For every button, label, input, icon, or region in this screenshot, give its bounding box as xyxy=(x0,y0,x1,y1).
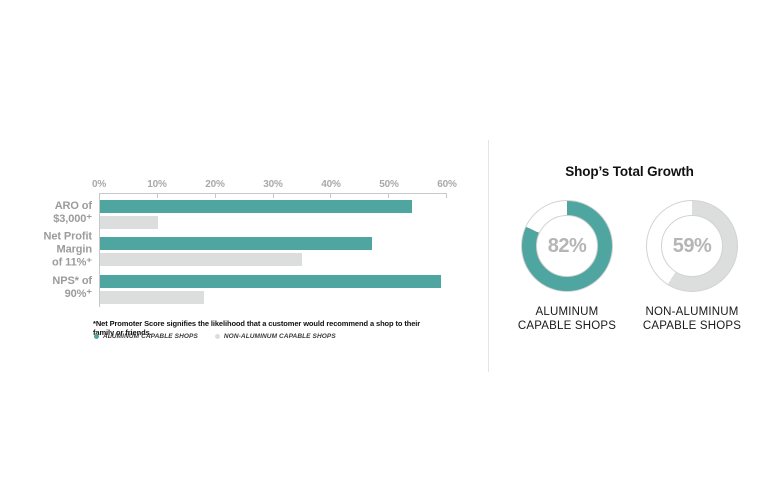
legend-label: ALUMINUM CAPABLE SHOPS xyxy=(103,333,198,340)
axis-tick-label: 50% xyxy=(379,179,399,190)
legend-label: NON-ALUMINUM CAPABLE SHOPS xyxy=(223,333,336,340)
axis-tick-mark xyxy=(156,194,158,198)
axis-tick-mark xyxy=(330,194,332,198)
axis-tick-mark xyxy=(388,194,390,198)
growth-section: Shop’s Total Growth 82% ALUMINUM CAPABLE … xyxy=(505,164,754,333)
donut-group: 59% NON-ALUMINUM CAPABLE SHOPS xyxy=(636,200,748,333)
axis-tick-label: 10% xyxy=(147,179,167,190)
section-divider xyxy=(488,140,489,372)
category-label: NPS* of 90%⁺ xyxy=(52,275,92,300)
donut-caption: NON-ALUMINUM CAPABLE SHOPS xyxy=(642,306,742,332)
bar-chart-category-labels: ARO of $3,000⁺ Net Profit Margin of 11%⁺ N… xyxy=(22,193,92,307)
donut-value: 82% xyxy=(547,234,587,257)
legend-item: NON-ALUMINUM CAPABLE SHOPS xyxy=(214,333,336,340)
axis-tick-mark xyxy=(214,194,216,198)
axis-tick-label: 0% xyxy=(91,179,107,190)
bar-aluminum xyxy=(100,200,413,213)
legend-item: ALUMINUM CAPABLE SHOPS xyxy=(94,333,198,340)
footnote: *Net Promoter Score signifies the likeli… xyxy=(93,319,421,337)
bar-chart: 0% 10% 20% 30% 40% 50% 60% ARO of $3,000⁺ Net P… xyxy=(22,174,457,354)
category-label: Net Profit Margin of 11%⁺ xyxy=(43,230,92,269)
legend-dot-icon xyxy=(94,334,99,339)
bar-aluminum xyxy=(100,237,372,250)
donut-row: 82% ALUMINUM CAPABLE SHOPS 59% NON-ALUMINUM… xyxy=(505,200,754,333)
legend: ALUMINUM CAPABLE SHOPS NON-ALUMINUM CAPAB… xyxy=(94,333,336,340)
bar-chart-axis-labels: 0% 10% 20% 30% 40% 50% 60% xyxy=(92,174,457,191)
donut-chart: 82% xyxy=(521,200,613,292)
legend-dot-icon xyxy=(214,334,220,339)
donut-value: 59% xyxy=(672,234,712,257)
bar-non-aluminum xyxy=(100,253,303,266)
bar-chart-plot-area xyxy=(99,193,447,307)
category-label: ARO of $3,000⁺ xyxy=(53,200,92,225)
bar-non-aluminum xyxy=(100,216,158,229)
axis-tick-mark xyxy=(446,194,447,198)
bar-non-aluminum xyxy=(100,291,205,304)
donut-caption: ALUMINUM CAPABLE SHOPS xyxy=(517,306,617,332)
growth-title: Shop’s Total Growth xyxy=(565,164,694,179)
donut-chart: 59% xyxy=(646,200,738,292)
bar-aluminum xyxy=(100,275,442,288)
donut-group: 82% ALUMINUM CAPABLE SHOPS xyxy=(511,200,623,333)
axis-tick-label: 20% xyxy=(205,179,225,190)
axis-tick-label: 60% xyxy=(437,179,457,190)
axis-tick-label: 30% xyxy=(263,179,283,190)
axis-tick-label: 40% xyxy=(321,179,341,190)
axis-tick-mark xyxy=(272,194,274,198)
